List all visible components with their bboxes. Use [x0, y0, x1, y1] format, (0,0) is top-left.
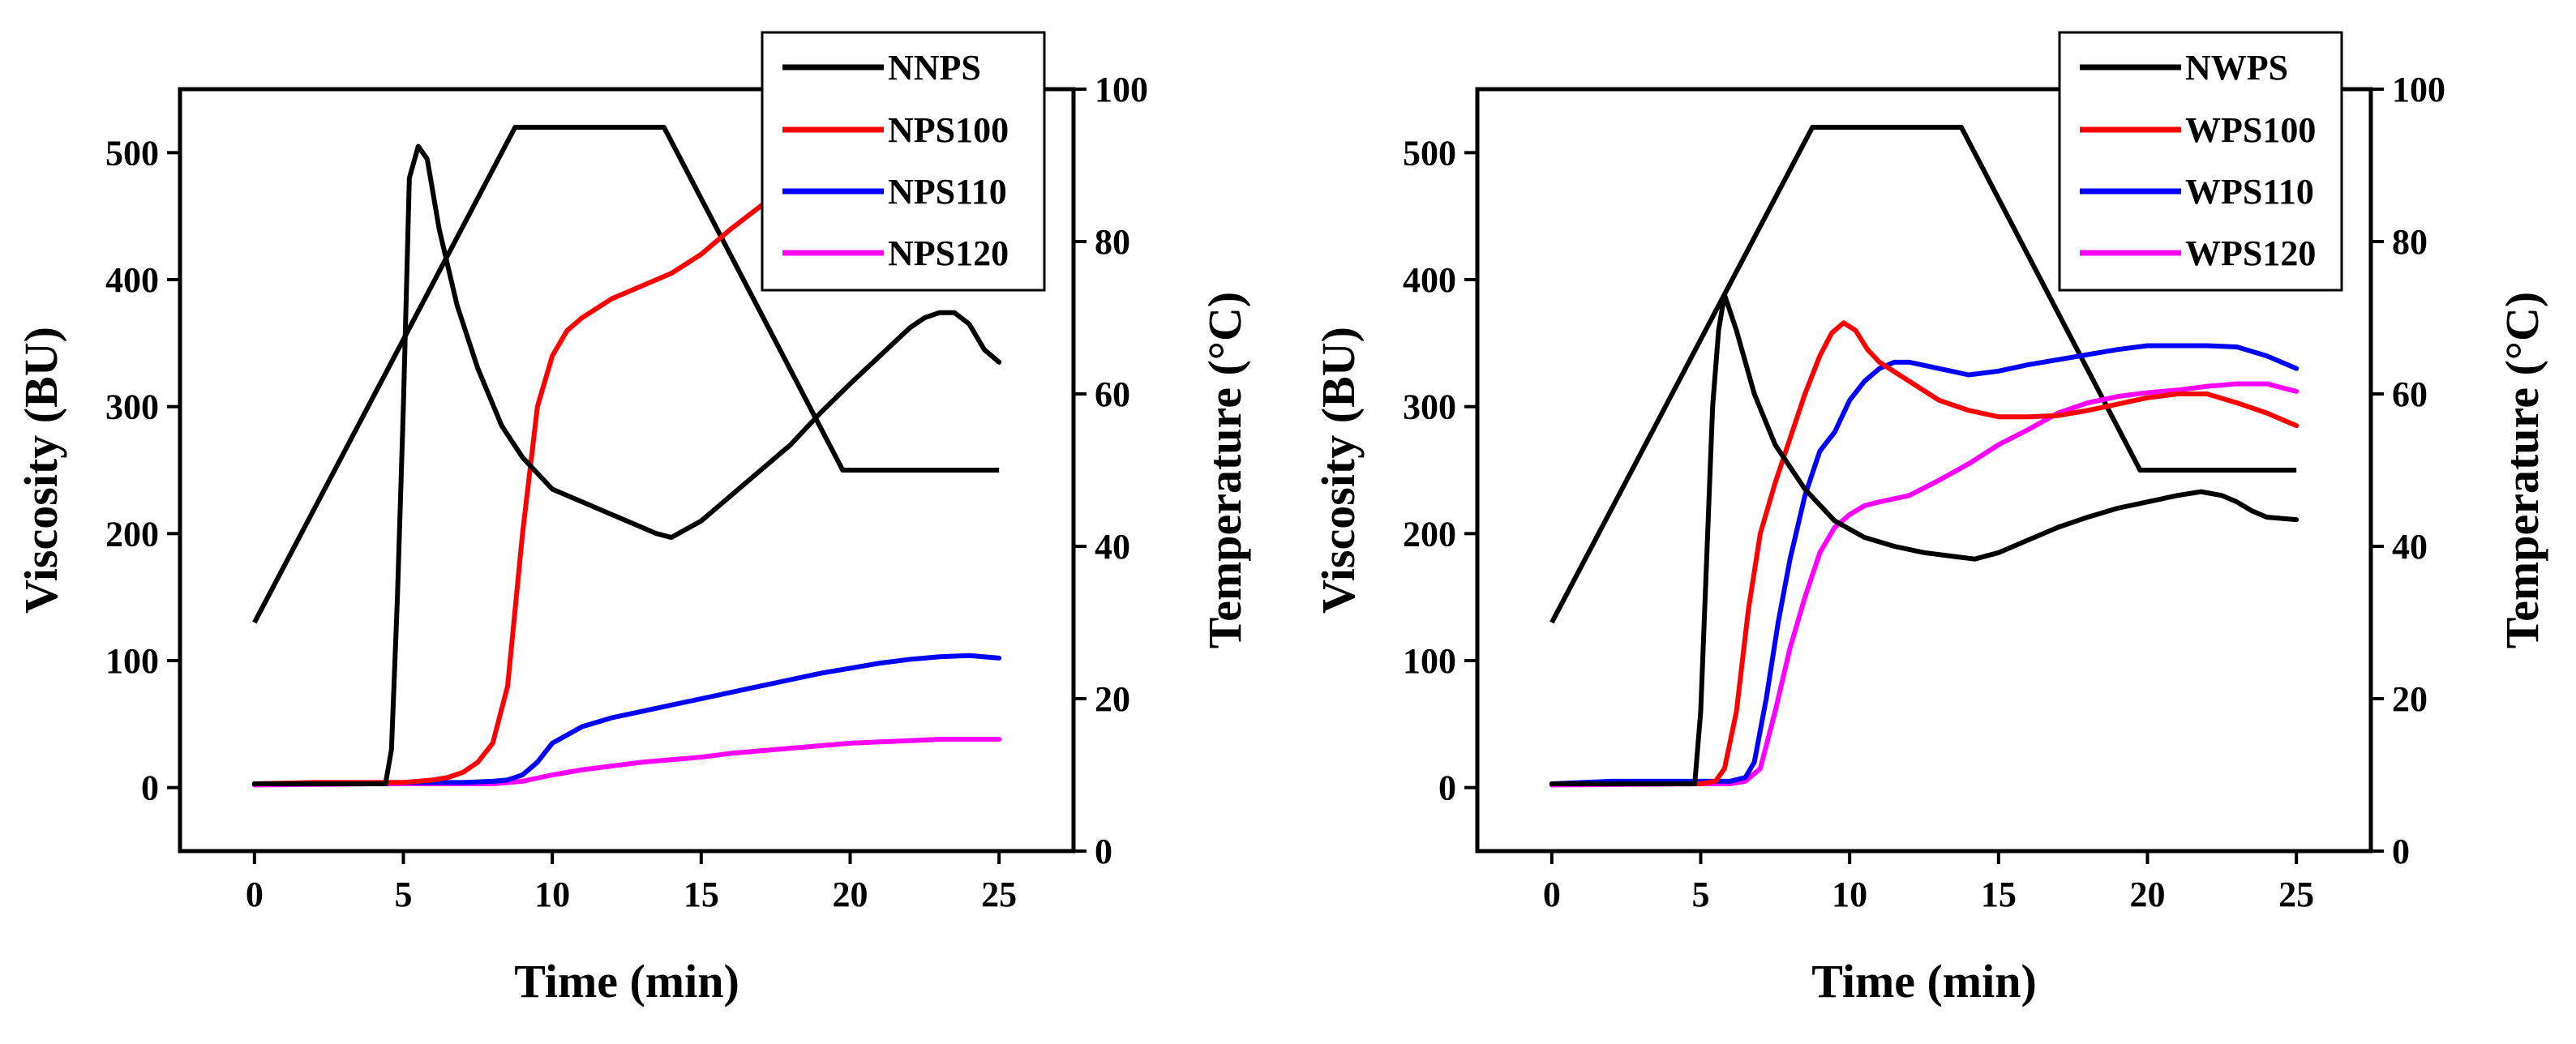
y2-tick-label: 80 [1095, 222, 1130, 262]
temperature-line [1549, 125, 2297, 624]
y2-tick-label: 20 [2392, 679, 2428, 719]
y-tick-label: 400 [1403, 260, 1456, 300]
y2-tick-label: 60 [1095, 374, 1130, 414]
x-ticks: 0 5 10 15 20 25 [1543, 851, 2314, 914]
y-tick-label: 200 [1403, 514, 1456, 554]
y-tick-label: 0 [1438, 768, 1456, 808]
legend-label-wps120: WPS120 [2185, 233, 2316, 273]
x-tick-label: 0 [246, 875, 264, 914]
x-tick-label: 25 [981, 875, 1017, 914]
legend-box [2058, 31, 2343, 292]
y2-axis-title: Temperature (°C) [2496, 292, 2548, 648]
y2-ticks: 0 20 40 60 80 100 [1074, 70, 1148, 871]
chart-left: 0 5 10 15 20 25 0 100 200 300 400 500 0 20 40 60 80 100… [15, 31, 1251, 1008]
x-tick-label: 5 [1692, 875, 1710, 914]
y2-tick-label: 0 [1095, 832, 1112, 871]
y-axis-title: Viscosity (BU) [15, 327, 67, 614]
y2-tick-label: 20 [1095, 679, 1130, 719]
y-tick-label: 100 [1403, 641, 1456, 681]
y2-tick-label: 40 [1095, 527, 1130, 567]
series-line-wps120 [1549, 381, 2300, 788]
x-axis-title: Time (min) [1811, 955, 2037, 1008]
y2-tick-label: 100 [1095, 70, 1148, 109]
y-tick-label: 500 [105, 133, 159, 173]
legend-box [761, 31, 1046, 292]
y2-tick-label: 0 [2392, 832, 2410, 871]
legend-label-nps100: NPS100 [888, 110, 1009, 150]
plot-frame [1475, 87, 2373, 854]
x-ticks: 0 5 10 15 20 25 [246, 851, 1017, 914]
legend-label-nps110: NPS110 [888, 172, 1007, 212]
x-tick-label: 0 [1543, 875, 1561, 914]
y-tick-label: 500 [1403, 133, 1456, 173]
legend-label-wps100: WPS100 [2185, 110, 2316, 150]
y2-axis-title: Temperature (°C) [1198, 292, 1251, 648]
y2-tick-label: 80 [2392, 222, 2428, 262]
legend-label-nwps: NWPS [2185, 48, 2288, 88]
x-tick-label: 5 [395, 875, 413, 914]
x-tick-label: 25 [2278, 875, 2314, 914]
y-ticks: 0 100 200 300 400 500 [105, 133, 180, 808]
y-tick-label: 300 [1403, 387, 1456, 427]
y2-tick-label: 60 [2392, 374, 2428, 414]
legend: NNPS NPS100 NPS110 NPS120 [761, 31, 1046, 292]
series-line-nps120 [251, 737, 1002, 788]
y2-tick-label: 100 [2392, 70, 2445, 109]
temperature-line [252, 125, 1000, 624]
legend-label-nps120: NPS120 [888, 233, 1009, 273]
legend-label-wps110: WPS110 [2185, 172, 2314, 212]
series-line-nwps [1549, 292, 2300, 786]
x-tick-label: 10 [534, 875, 570, 914]
legend: NWPS WPS100 WPS110 WPS120 [2058, 31, 2343, 292]
series-line-nnps [251, 143, 1002, 786]
y-tick-label: 200 [105, 514, 159, 554]
series-line-wps110 [1549, 343, 2300, 786]
x-tick-label: 15 [1981, 875, 2017, 914]
x-tick-label: 20 [2130, 875, 2166, 914]
plot-frame [178, 87, 1076, 854]
legend-label-nnps: NNPS [888, 48, 981, 88]
y-tick-label: 0 [141, 768, 159, 808]
y-ticks: 0 100 200 300 400 500 [1403, 133, 1477, 808]
series-group [1549, 125, 2300, 788]
y2-ticks: 0 20 40 60 80 100 [2371, 70, 2445, 871]
y-tick-label: 300 [105, 387, 159, 427]
x-tick-label: 15 [684, 875, 719, 914]
x-tick-label: 10 [1832, 875, 1867, 914]
chart-right: 0 5 10 15 20 25 0 100 200 300 400 500 0 20 40 60 80 100… [1312, 31, 2548, 1008]
y-axis-title: Viscosity (BU) [1312, 327, 1365, 614]
y2-tick-label: 40 [2392, 527, 2428, 567]
y-tick-label: 100 [105, 641, 159, 681]
y-tick-label: 400 [105, 260, 159, 300]
x-tick-label: 20 [833, 875, 868, 914]
series-line-wps100 [1549, 320, 2300, 786]
series-line-nps110 [251, 652, 1002, 786]
x-axis-title: Time (min) [514, 955, 739, 1008]
